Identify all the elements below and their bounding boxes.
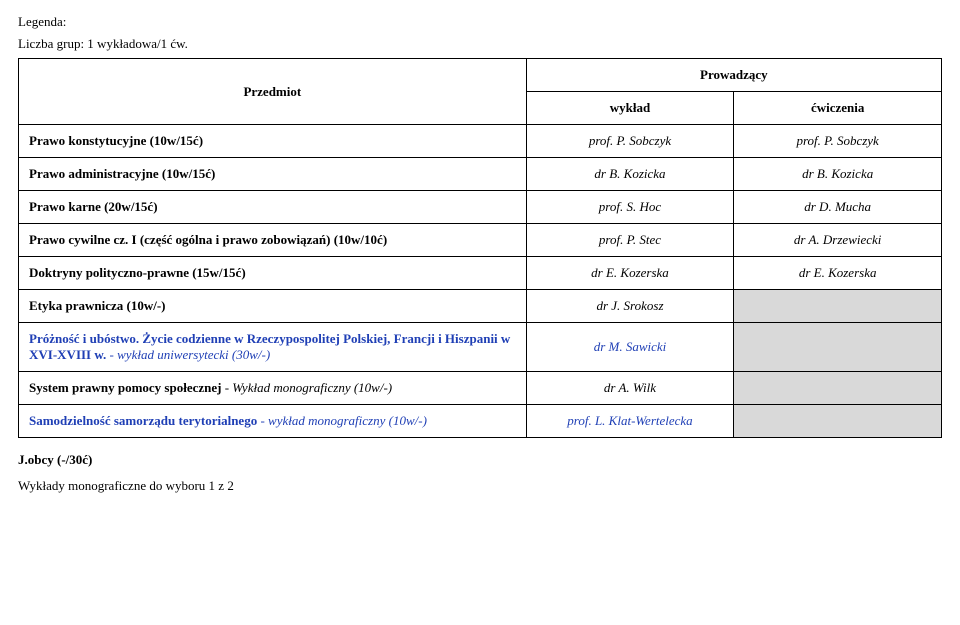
exercise-cell: prof. P. Sobczyk — [734, 125, 942, 158]
table-row: Prawo cywilne cz. I (część ogólna i praw… — [19, 224, 942, 257]
lecture-cell: dr M. Sawicki — [526, 323, 734, 372]
footer-monograph-note: Wykłady monograficzne do wyboru 1 z 2 — [18, 478, 942, 494]
footer-jobcy: J.obcy (-/30ć) — [18, 452, 942, 468]
table-body: Prawo konstytucyjne (10w/15ć)prof. P. So… — [19, 125, 942, 438]
table-row: Samodzielność samorządu terytorialnego -… — [19, 405, 942, 438]
exercise-cell: dr A. Drzewiecki — [734, 224, 942, 257]
lecture-cell: prof. L. Klat-Wertelecka — [526, 405, 734, 438]
lecture-cell: prof. P. Stec — [526, 224, 734, 257]
subject-cell: Prawo karne (20w/15ć) — [19, 191, 527, 224]
subject-cell: Prawo administracyjne (10w/15ć) — [19, 158, 527, 191]
subject-cell: Prawo cywilne cz. I (część ogólna i praw… — [19, 224, 527, 257]
table-row: Doktryny polityczno-prawne (15w/15ć)dr E… — [19, 257, 942, 290]
table-row: Prawo administracyjne (10w/15ć)dr B. Koz… — [19, 158, 942, 191]
lecture-cell: prof. S. Hoc — [526, 191, 734, 224]
exercise-cell — [734, 372, 942, 405]
header-row-1: Przedmiot Prowadzący — [19, 59, 942, 92]
header-exercises: ćwiczenia — [734, 92, 942, 125]
table-row: Prawo konstytucyjne (10w/15ć)prof. P. So… — [19, 125, 942, 158]
legend-label: Legenda: — [18, 14, 942, 30]
table-row: Etyka prawnicza (10w/-)dr J. Srokosz — [19, 290, 942, 323]
subject-cell: Prawo konstytucyjne (10w/15ć) — [19, 125, 527, 158]
header-lecture: wykład — [526, 92, 734, 125]
table-row: Próżność i ubóstwo. Życie codzienne w Rz… — [19, 323, 942, 372]
lecture-cell: dr J. Srokosz — [526, 290, 734, 323]
subject-cell: Doktryny polityczno-prawne (15w/15ć) — [19, 257, 527, 290]
exercise-cell — [734, 290, 942, 323]
subject-italic-part: - Wykład monograficzny (10w/-) — [221, 380, 392, 395]
subject-bold-part: System prawny pomocy społecznej — [29, 380, 221, 395]
table-row: Prawo karne (20w/15ć)prof. S. Hocdr D. M… — [19, 191, 942, 224]
subject-italic-part: - wykład uniwersytecki (30w/-) — [106, 347, 270, 362]
header-subject: Przedmiot — [19, 59, 527, 125]
exercise-cell: dr B. Kozicka — [734, 158, 942, 191]
exercise-cell: dr D. Mucha — [734, 191, 942, 224]
lecture-cell: dr A. Wilk — [526, 372, 734, 405]
subject-cell: Próżność i ubóstwo. Życie codzienne w Rz… — [19, 323, 527, 372]
table-row: System prawny pomocy społecznej - Wykład… — [19, 372, 942, 405]
exercise-cell — [734, 405, 942, 438]
subject-bold-part: Samodzielność samorządu terytorialnego — [29, 413, 257, 428]
schedule-table: Przedmiot Prowadzący wykład ćwiczenia Pr… — [18, 58, 942, 438]
lecture-cell: dr E. Kozerska — [526, 257, 734, 290]
subject-cell: System prawny pomocy społecznej - Wykład… — [19, 372, 527, 405]
subject-italic-part: - wykład monograficzny (10w/-) — [257, 413, 427, 428]
header-instructors: Prowadzący — [526, 59, 941, 92]
subject-cell: Etyka prawnicza (10w/-) — [19, 290, 527, 323]
lecture-cell: prof. P. Sobczyk — [526, 125, 734, 158]
subject-cell: Samodzielność samorządu terytorialnego -… — [19, 405, 527, 438]
groups-count: Liczba grup: 1 wykładowa/1 ćw. — [18, 36, 942, 52]
exercise-cell — [734, 323, 942, 372]
lecture-cell: dr B. Kozicka — [526, 158, 734, 191]
exercise-cell: dr E. Kozerska — [734, 257, 942, 290]
